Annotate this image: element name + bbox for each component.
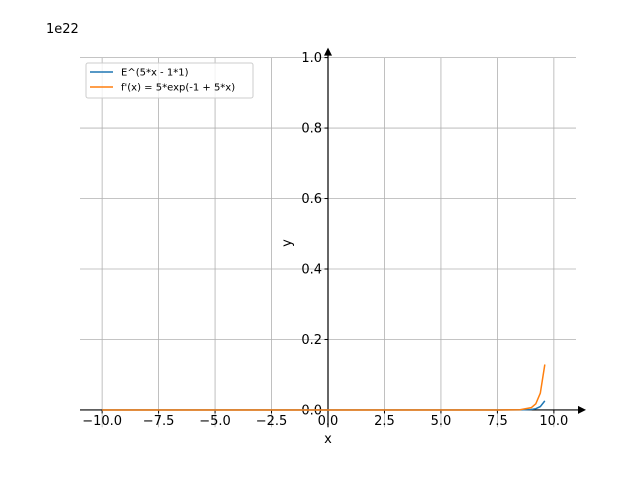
legend-label: E^(5*x - 1*1) (121, 68, 189, 79)
x-tick-label: 5.0 (431, 414, 452, 429)
x-tick-label: −2.5 (256, 414, 288, 429)
y-tick-label: 0.0 (301, 403, 322, 418)
line (102, 400, 546, 411)
x-tick-label: 2.5 (374, 414, 395, 429)
y-axis-label: y (280, 239, 295, 247)
x-tick-label: 10.0 (539, 414, 568, 429)
y-arrow (324, 47, 332, 56)
x-tick-label: 0.0 (318, 414, 339, 429)
x-tick-label: −7.5 (143, 414, 175, 429)
y-tick-label: 0.2 (301, 333, 322, 348)
y-tick-label: 1.0 (301, 51, 322, 66)
x-tick-label: 7.5 (487, 414, 508, 429)
x-arrow (578, 405, 586, 414)
legend-label: f'(x) = 5*exp(-1 + 5*x) (121, 83, 235, 94)
legend-box (85, 62, 254, 99)
y-offset-label: 1e22 (46, 22, 79, 37)
y-tick-label: 0.6 (301, 192, 322, 207)
x-tick-label: −10.0 (82, 414, 122, 429)
y-tick-label: 0.4 (301, 263, 322, 278)
x-axis-label: x (324, 432, 332, 447)
x-tick-label: −5.0 (199, 414, 231, 429)
y-tick-label: 0.8 (301, 122, 322, 137)
line (102, 364, 546, 411)
